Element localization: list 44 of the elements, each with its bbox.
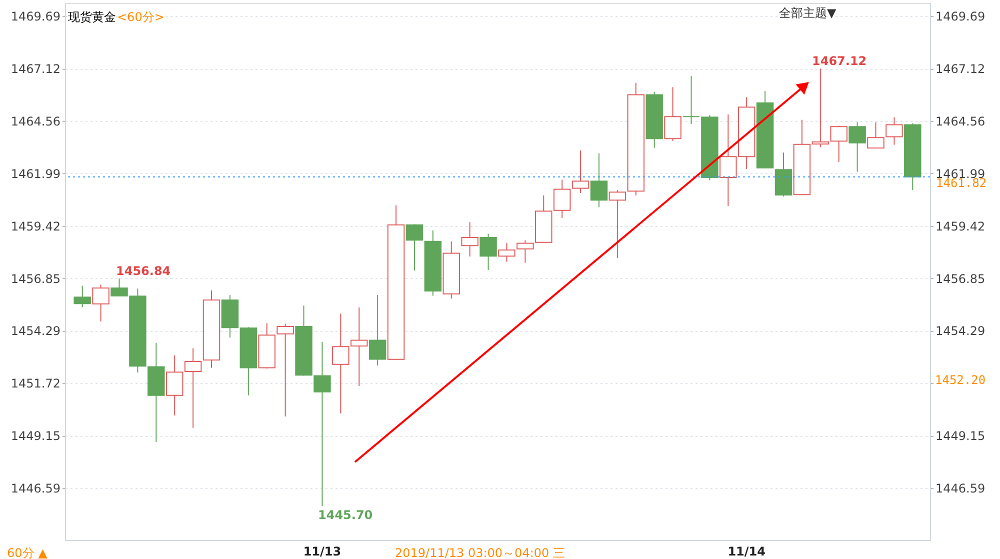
y2-tick-label: 1464.56 [936, 114, 986, 128]
y-tick-label: 1461.99 [10, 166, 60, 181]
candlestick [92, 284, 110, 322]
y2-tick-label: 1446.59 [936, 481, 986, 496]
text: 2019/11/13 03:00～04:00 三 [395, 546, 565, 559]
candlestick [461, 222, 478, 257]
y-tick-label: 1449.15 [10, 429, 60, 444]
annotation: 1467.12 [812, 54, 867, 68]
annotation: 1456.84 [116, 264, 171, 278]
y-tick-label: 1456.85 [10, 272, 60, 286]
y-tick-label: 1454.29 [10, 324, 60, 338]
candlestick [74, 285, 91, 308]
y2-tick-label: 1454.29 [936, 324, 986, 338]
y-tick-label: 1467.12 [10, 62, 60, 76]
candlestick [314, 341, 331, 507]
y-tick-label: 1469.69 [10, 10, 60, 24]
candlestick [480, 233, 497, 270]
candlestick [498, 242, 516, 262]
candlestick [406, 224, 424, 272]
text: <60分> [117, 10, 164, 24]
y2-tick-label: 1467.12 [936, 62, 986, 76]
candlestick [848, 122, 866, 172]
x-tick-label: 11/13 [303, 544, 342, 558]
candlestick [276, 323, 294, 417]
y2-tick-label: 1459.42 [936, 219, 986, 234]
y-tick-label: 1459.42 [10, 219, 60, 234]
y2-tick-label: 1469.69 [936, 10, 986, 24]
annotation: 1445.70 [318, 508, 373, 522]
y-tick-label: 1464.56 [10, 114, 60, 128]
y2-tick-label: 1449.15 [936, 429, 986, 444]
annotation: 全部主题▼ [779, 6, 837, 20]
y2-tick-label: 1456.85 [936, 272, 986, 286]
text: 1452.20 [935, 373, 986, 387]
candlestick [572, 150, 590, 194]
candlestick [664, 86, 682, 142]
x-tick-label: 11/14 [728, 544, 766, 558]
candlestick [368, 294, 386, 366]
candlestick [590, 152, 608, 208]
text: 现货黄金 [68, 10, 116, 24]
y-tick-label: 1451.72 [10, 376, 60, 391]
text: 60分 ▲ [7, 546, 48, 559]
candlestick [830, 125, 848, 162]
y-tick-label: 1446.59 [10, 481, 60, 496]
candlestick [608, 190, 626, 258]
